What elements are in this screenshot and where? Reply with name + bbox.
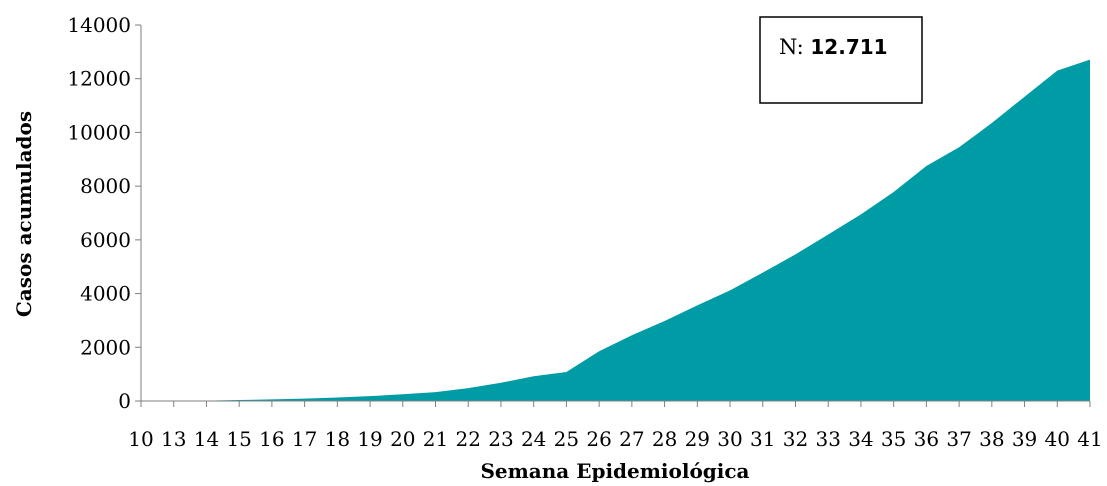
x-axis-title: Semana Epidemiológica: [480, 459, 749, 483]
y-tick-label: 6000: [80, 228, 131, 252]
x-tick-label: 25: [554, 427, 579, 451]
total-cases-annotation: N: 12.711: [759, 16, 923, 104]
x-tick-label: 22: [456, 427, 481, 451]
x-tick-label: 23: [488, 427, 513, 451]
y-tick-label: 0: [118, 389, 131, 413]
y-tick-label: 2000: [80, 335, 131, 359]
x-tick-label: 20: [390, 427, 415, 451]
x-tick-label: 41: [1077, 427, 1102, 451]
x-tick-label: 21: [423, 427, 448, 451]
y-tick-label: 10000: [67, 120, 131, 144]
x-tick-label: 34: [848, 427, 873, 451]
x-tick-label: 35: [881, 427, 906, 451]
x-axis: 10 13 14 15 16 17 18 19 20 21 22 23 24 25 26 27 28 29 30 31…: [128, 401, 1103, 451]
annotation-value: 12.711: [810, 35, 887, 59]
x-tick-label: 27: [619, 427, 644, 451]
x-tick-label: 31: [750, 427, 775, 451]
annotation-text: N: 12.711: [779, 35, 888, 59]
x-tick-label: 40: [1045, 427, 1070, 451]
x-tick-label: 36: [914, 427, 939, 451]
y-tick-label: 8000: [80, 174, 131, 198]
x-tick-label: 19: [357, 427, 382, 451]
x-tick-label: 13: [161, 427, 186, 451]
y-tick-label: 4000: [80, 282, 131, 306]
x-tick-label: 38: [979, 427, 1004, 451]
x-tick-label: 24: [521, 427, 546, 451]
annotation-box: [759, 16, 923, 104]
x-tick-label: 28: [652, 427, 677, 451]
x-tick-label: 33: [815, 427, 840, 451]
x-tick-label: 16: [259, 427, 284, 451]
annotation-label: N:: [779, 35, 810, 59]
y-tick-label: 14000: [67, 13, 131, 37]
x-tick-label: 30: [717, 427, 742, 451]
x-tick-label: 26: [586, 427, 611, 451]
x-tick-label: 10: [128, 427, 153, 451]
x-tick-label: 39: [1012, 427, 1037, 451]
y-tick-label: 12000: [67, 67, 131, 91]
y-axis: 0 2000 4000 6000 8000 10000 12000 14000: [67, 13, 141, 413]
x-tick-label: 17: [292, 427, 317, 451]
x-tick-label: 14: [194, 427, 219, 451]
x-tick-label: 32: [783, 427, 808, 451]
cumulative-cases-area: [141, 59, 1090, 402]
x-tick-label: 18: [325, 427, 350, 451]
x-tick-label: 29: [685, 427, 710, 451]
x-tick-label: 15: [226, 427, 251, 451]
x-tick-label: 37: [946, 427, 971, 451]
y-axis-title: Casos acumulados: [12, 111, 36, 317]
